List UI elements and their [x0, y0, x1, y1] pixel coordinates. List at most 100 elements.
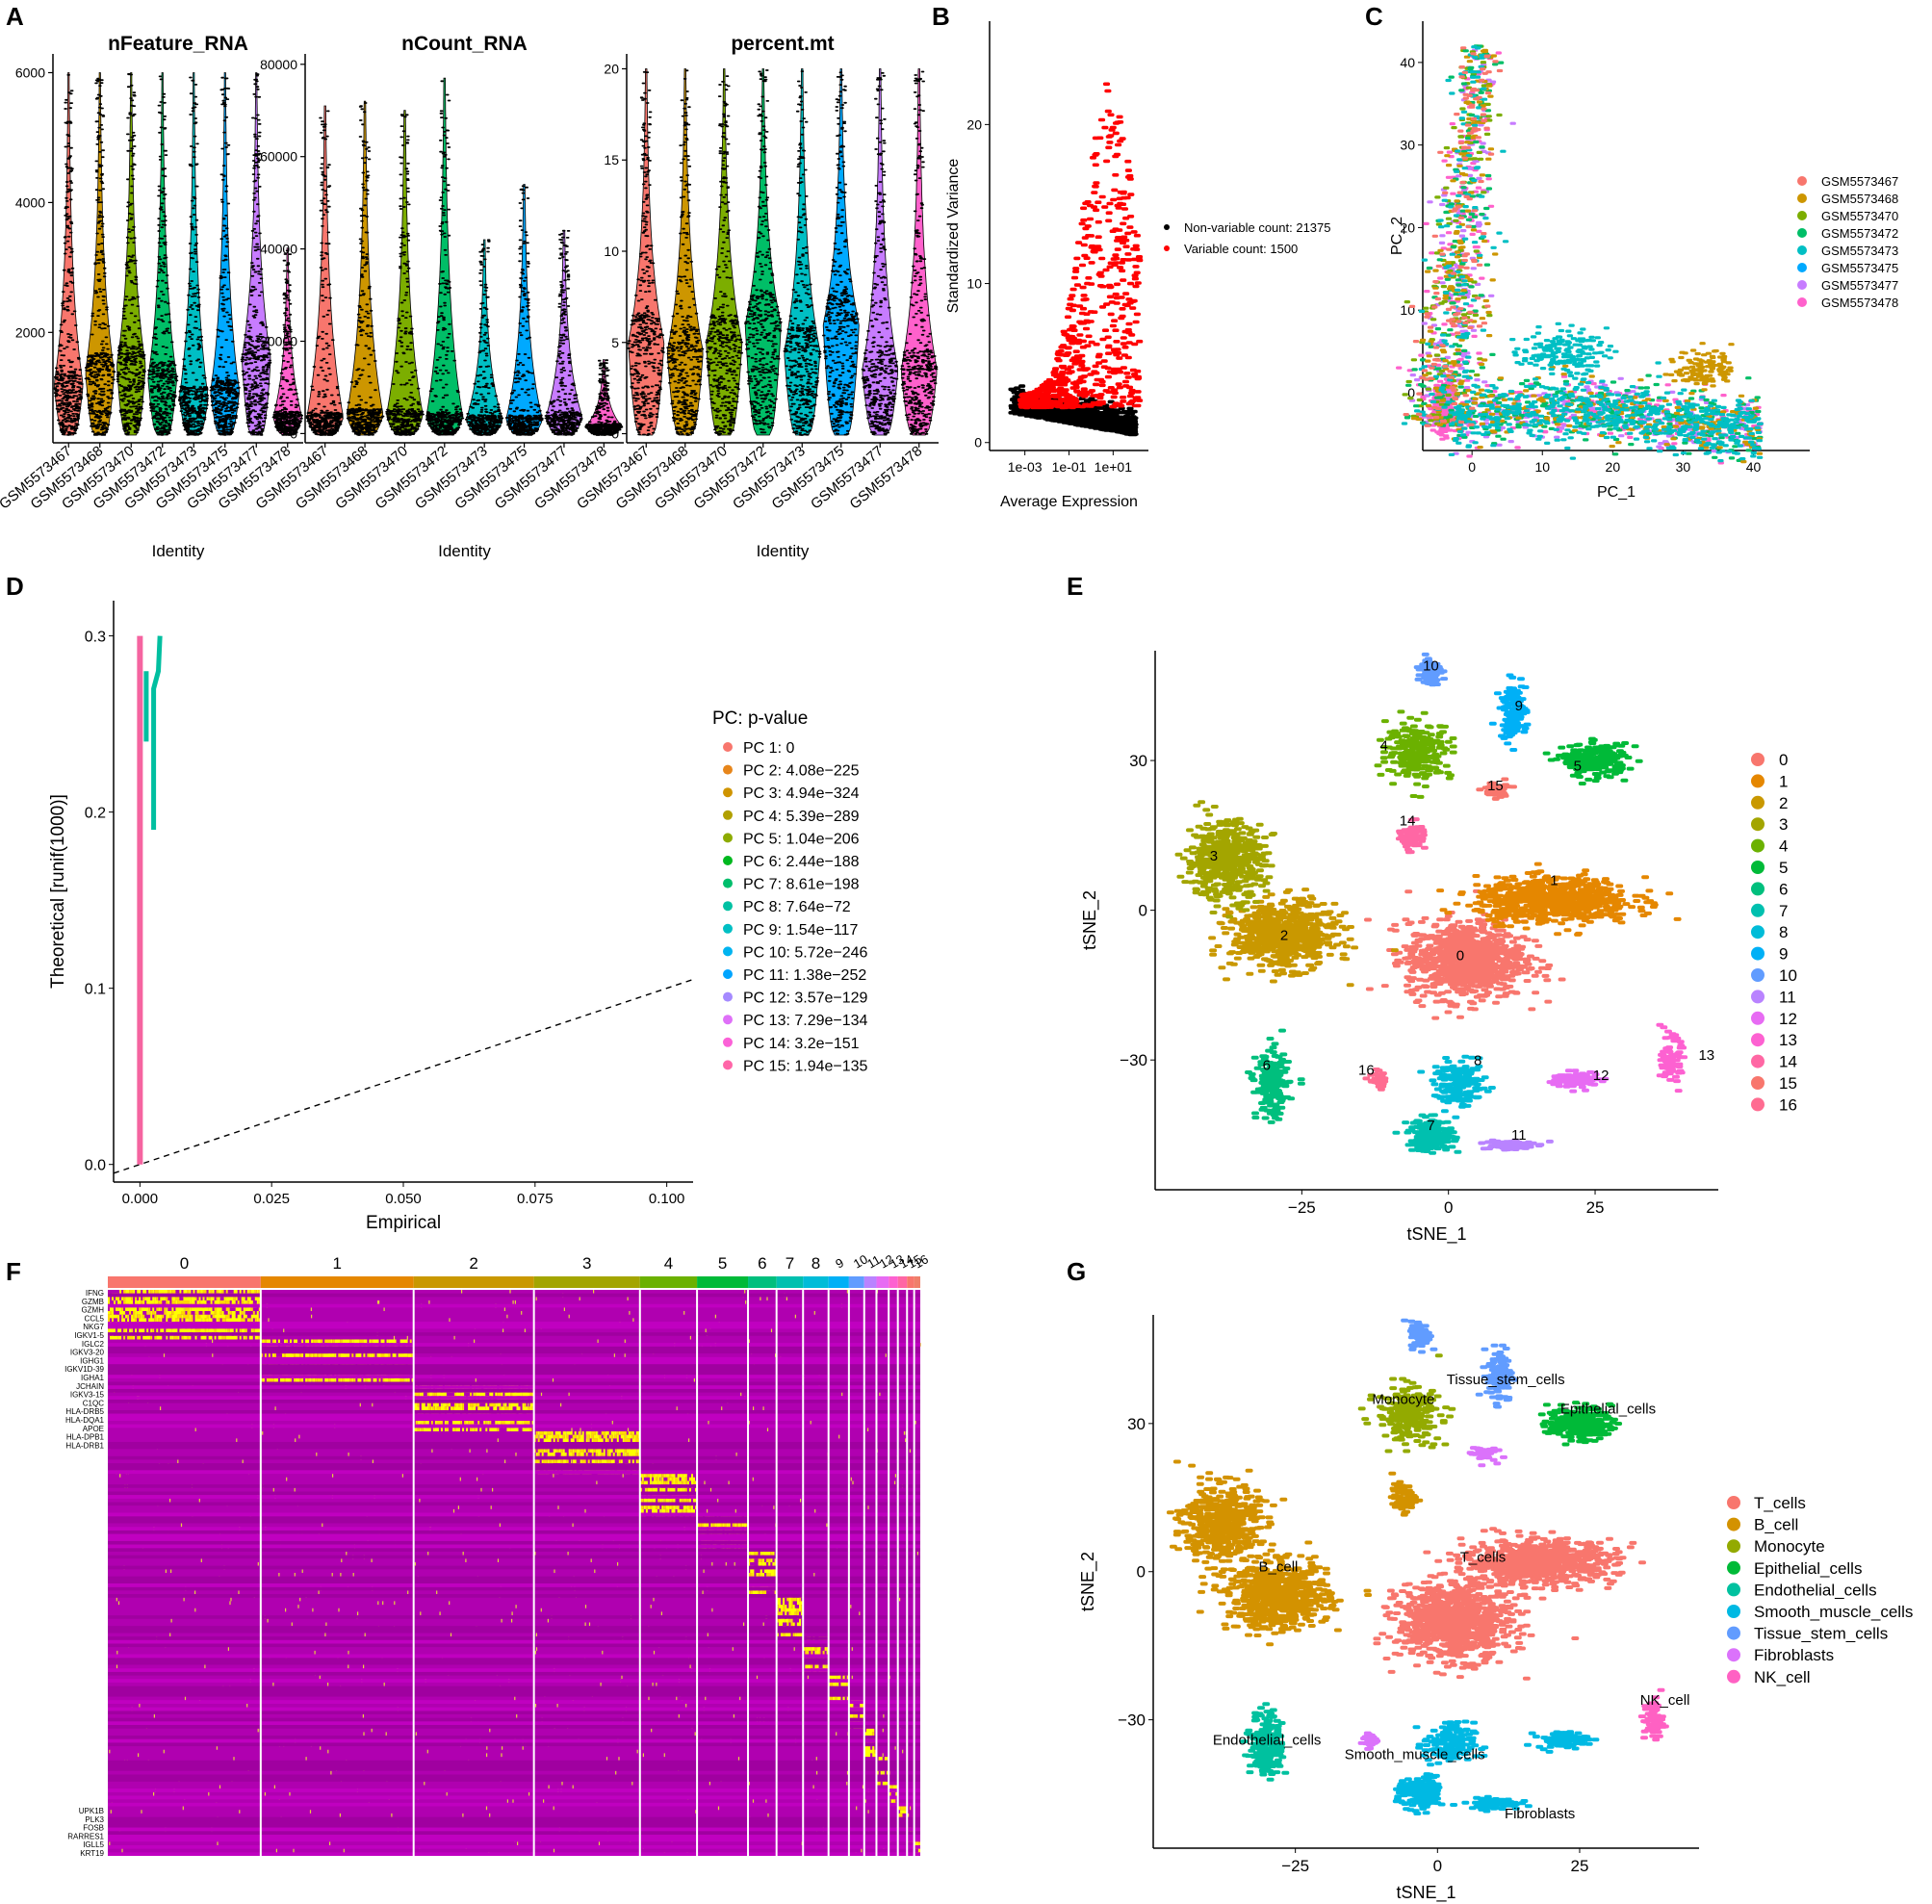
- heatmap-group-label: 14: [896, 1251, 915, 1271]
- violin-GSM5573473: [784, 68, 821, 436]
- legend-label: 11: [1779, 988, 1796, 1006]
- legend-key: [1751, 861, 1765, 874]
- y-tick-label: −30: [1118, 1711, 1146, 1730]
- legend-key: [1797, 211, 1807, 220]
- legend-label: PC 9: 1.54e−117: [743, 922, 858, 939]
- violin-jitter-GSM5573473: [177, 76, 209, 436]
- legend-label: PC 12: 3.57e−129: [743, 991, 868, 1007]
- violin-jitter-GSM5573470: [116, 73, 146, 436]
- legend-key: [1797, 245, 1807, 255]
- x-tick-label: −25: [1288, 1198, 1316, 1217]
- panel-letter-f: F: [6, 1257, 21, 1286]
- heatmap-group-bar-0: [108, 1276, 261, 1288]
- legend-key: [1727, 1496, 1740, 1509]
- violin-jitter-GSM5573473: [464, 239, 504, 436]
- violin-jitter-GSM5573477: [240, 73, 272, 436]
- x-axis-title: Average Expression: [1000, 494, 1138, 510]
- legend-label: Endothelial_cells: [1754, 1581, 1877, 1599]
- x-tick-label: 0.050: [385, 1191, 422, 1207]
- tsne-cluster-points-points: [1395, 817, 1429, 855]
- legend-key: [1751, 838, 1765, 853]
- legend-title: PC: p-value: [712, 708, 808, 729]
- panel-d: D 0.0 0.1 0.2 0.3 0.000 0.025 0.050 0.075 0.100 E…: [6, 572, 868, 1233]
- tsne-cluster-points-points: [1436, 862, 1682, 937]
- tsne-celltype-points-points: [1401, 1318, 1518, 1409]
- legend-label: PC 14: 3.2e−151: [743, 1036, 860, 1052]
- legend-label: 4: [1779, 837, 1788, 856]
- y-tick-label: 20: [966, 116, 982, 132]
- qq-line-pc9: [151, 635, 163, 830]
- violin-jitter-GSM5573467-points: [53, 74, 84, 436]
- cluster-label: Fibroblasts: [1505, 1806, 1575, 1822]
- legend-key: [1727, 1669, 1740, 1684]
- panel-letter-e: E: [1067, 572, 1083, 601]
- legend-key: [1797, 176, 1807, 186]
- y-tick-label: 0: [1139, 902, 1147, 920]
- violin-jitter-GSM5573475-points: [822, 71, 860, 436]
- panel-letter-c: C: [1365, 2, 1383, 31]
- violin-jitter-GSM5573478-points: [584, 359, 624, 436]
- legend-key: [1727, 1626, 1740, 1640]
- violin-jitter-GSM5573478: [584, 359, 624, 436]
- heatmap-group-bar-3: [533, 1276, 640, 1288]
- violin-jitter-GSM5573475: [822, 71, 860, 436]
- legend-label: Fibroblasts: [1754, 1646, 1834, 1664]
- violin-jitter-GSM5573468: [84, 77, 116, 436]
- heatmap-cells: [108, 1290, 921, 1856]
- legend-label: 5: [1779, 859, 1788, 877]
- legend-key: [723, 833, 733, 843]
- violin-GSM5573475: [505, 184, 543, 436]
- cluster-label: Smooth_muscle_cells: [1345, 1747, 1485, 1763]
- y-tick-label: 0: [290, 425, 297, 441]
- y-tick-label: 0.0: [85, 1158, 106, 1174]
- heatmap-row-label: CCL5: [85, 1314, 105, 1323]
- violin-jitter-GSM5573470-points: [116, 73, 146, 436]
- variance-points-points: [1017, 82, 1144, 410]
- violin-jitter-GSM5573478: [900, 70, 939, 435]
- legend-key: [1797, 280, 1807, 290]
- legend-key: [1751, 753, 1765, 766]
- y-tick-label: 5: [611, 335, 619, 350]
- cluster-label: Epithelial_cells: [1560, 1402, 1656, 1418]
- legend-key: [1797, 193, 1807, 203]
- violin-jitter-GSM5573478: [271, 249, 303, 436]
- heatmap-row-label: IGLL5: [83, 1840, 104, 1849]
- legend-key: [1751, 1076, 1765, 1090]
- panel-a: A 200040006000nFeature_RNAGSM5573467GSM5…: [0, 2, 939, 560]
- y-tick-label: 10: [604, 244, 619, 259]
- legend-label: 1: [1779, 772, 1788, 790]
- cluster-label: 16: [1358, 1063, 1375, 1079]
- legend-key: [1164, 224, 1170, 230]
- heatmap-row-label: IGKV3-20: [70, 1349, 105, 1357]
- y-tick-label: 30: [1129, 752, 1147, 770]
- plot-title: nCount_RNA: [401, 33, 528, 55]
- violin-jitter-GSM5573468: [666, 69, 705, 436]
- legend-label: GSM5573477: [1821, 278, 1898, 293]
- legend-label: Variable count: 1500: [1184, 242, 1298, 256]
- violin-GSM5573472: [425, 77, 464, 436]
- legend-label: 9: [1779, 945, 1788, 964]
- heatmap-row-label: IGKV1-5: [74, 1331, 104, 1340]
- violin-GSM5573468: [666, 68, 704, 436]
- legend-label: PC 13: 7.29e−134: [743, 1013, 868, 1029]
- legend-key: [1751, 774, 1765, 788]
- heatmap-group-bar-13: [889, 1276, 898, 1288]
- cluster-label: Monocyte: [1372, 1391, 1434, 1407]
- x-axis-title: Identity: [152, 542, 205, 560]
- heatmap-row-label: IGKV3-15: [70, 1391, 105, 1400]
- heatmap-row-label: IGHA1: [81, 1374, 105, 1382]
- violin-jitter-GSM5573467: [627, 71, 665, 436]
- heatmap-background: [108, 1290, 920, 1856]
- legend-label: 3: [1779, 815, 1788, 834]
- x-tick-label: 0: [1444, 1198, 1453, 1217]
- cluster-label: 12: [1593, 1068, 1610, 1084]
- heatmap-row-label: HLA-DPB1: [66, 1433, 105, 1442]
- heatmap-row-label: C1QC: [83, 1399, 104, 1407]
- y-tick-label: 20: [604, 61, 619, 76]
- heatmap-row-label: APOE: [83, 1425, 104, 1433]
- legend-label: PC 6: 2.44e−188: [743, 854, 860, 870]
- legend-label: 12: [1779, 1010, 1797, 1028]
- legend-label: 13: [1779, 1031, 1797, 1049]
